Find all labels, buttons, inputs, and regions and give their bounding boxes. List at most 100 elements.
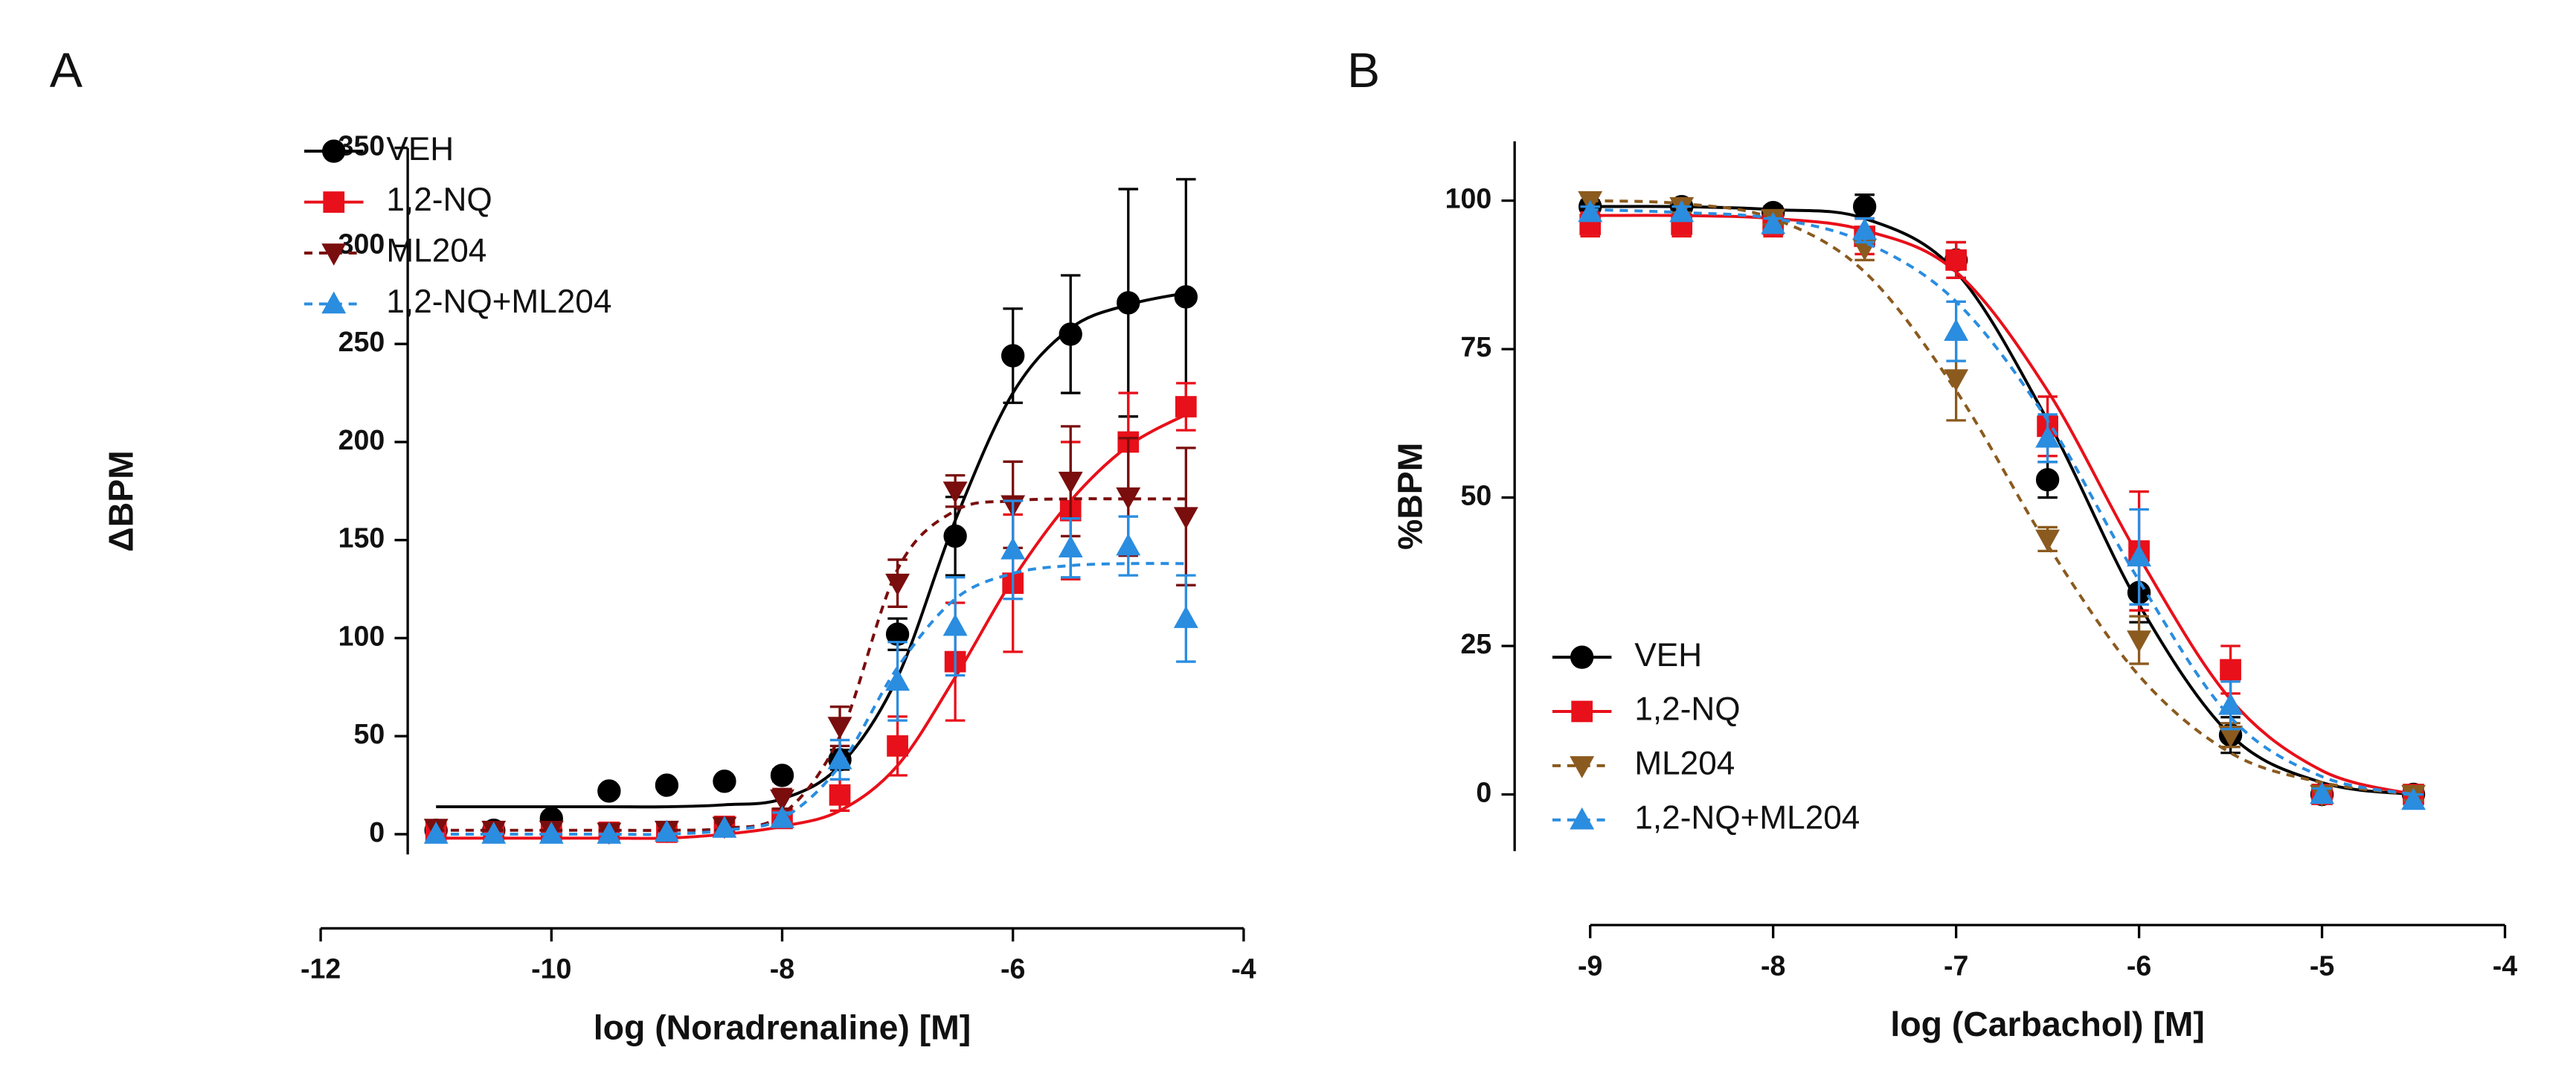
data-point [2035, 529, 2061, 552]
data-point [885, 573, 910, 596]
data-point [713, 770, 736, 793]
data-point [770, 764, 794, 787]
fit-curve [1590, 199, 2414, 796]
y-tick-label: 50 [353, 718, 385, 749]
y-tick-label: 0 [1476, 776, 1491, 807]
data-point [1117, 291, 1140, 315]
legend-marker [322, 139, 346, 163]
data-point [1761, 211, 1786, 234]
data-point [1944, 369, 1969, 391]
data-point [1944, 319, 1969, 341]
data-point [597, 822, 622, 844]
data-point [2401, 787, 2426, 810]
fit-curve [436, 497, 1186, 832]
data-point [887, 735, 908, 757]
legend-label: 1,2-NQ [1634, 691, 1740, 728]
data-point [1945, 249, 1967, 271]
data-point [1173, 606, 1198, 628]
data-point [1000, 537, 1026, 560]
data-point [827, 717, 852, 739]
data-point [1059, 322, 1082, 346]
y-tick-label: 100 [1445, 183, 1492, 214]
data-point [2220, 659, 2241, 681]
y-axis-title: ΔBPM [101, 450, 140, 551]
data-point [2035, 467, 2060, 492]
legend-label: VEH [1634, 637, 1702, 674]
legend-marker [1570, 756, 1595, 778]
y-tick-label: 150 [338, 522, 385, 554]
data-point [943, 524, 967, 548]
y-tick-label: 0 [369, 816, 385, 848]
data-point [1116, 487, 1141, 510]
x-tick-label: -9 [1578, 950, 1602, 981]
data-point [942, 481, 968, 504]
legend-label: ML204 [1634, 746, 1735, 782]
x-tick-label: -12 [301, 953, 341, 985]
data-point [1669, 199, 1695, 223]
y-tick-label: 25 [1461, 628, 1492, 659]
data-point [423, 822, 449, 844]
data-point [1001, 344, 1025, 368]
x-tick-label: -10 [531, 953, 571, 985]
x-tick-label: -8 [770, 953, 794, 985]
panel-label: A [50, 43, 83, 98]
legend-marker [1570, 645, 1594, 669]
legend-marker [1570, 807, 1595, 830]
data-point [1174, 285, 1198, 309]
legend-marker [1571, 700, 1593, 723]
legend-label: 1,2-NQ+ML204 [1634, 799, 1860, 836]
x-tick-label: -8 [1761, 950, 1785, 981]
fit-curve [1590, 208, 2414, 796]
x-axis-title: log (Carbachol) [M] [1890, 1005, 2204, 1043]
data-point [2310, 781, 2334, 804]
data-point [1852, 217, 1878, 240]
data-point [885, 668, 910, 691]
y-tick-label: 200 [338, 424, 385, 455]
data-point [1175, 396, 1197, 417]
data-point [2127, 544, 2152, 567]
legend-marker [321, 291, 347, 314]
x-tick-label: -7 [1944, 950, 1968, 981]
y-tick-label: 100 [338, 620, 385, 651]
data-point [712, 816, 737, 838]
data-point [1058, 471, 1083, 494]
data-point [481, 822, 507, 844]
x-tick-label: -6 [1000, 953, 1025, 985]
y-tick-label: 50 [1461, 479, 1492, 511]
x-tick-label: -5 [2310, 950, 2334, 981]
legend-marker [323, 191, 345, 213]
y-tick-label: 350 [338, 130, 385, 161]
x-tick-label: -4 [2493, 950, 2517, 981]
x-tick-label: -6 [2127, 950, 2151, 981]
data-point [2127, 630, 2152, 653]
data-point [655, 773, 679, 797]
data-point [539, 822, 564, 844]
data-point [2218, 692, 2243, 715]
data-point [827, 746, 852, 770]
legend-marker [321, 243, 347, 266]
data-point [1578, 199, 1603, 223]
y-tick-label: 250 [338, 326, 385, 357]
fit-curve [1590, 205, 2414, 796]
legend-label: 1,2-NQ+ML204 [386, 284, 611, 320]
legend-label: VEH [386, 131, 454, 167]
x-tick-label: -4 [1231, 953, 1256, 985]
data-point [1173, 507, 1198, 529]
legend-label: 1,2-NQ [386, 182, 492, 218]
data-point [770, 806, 794, 828]
data-point [654, 819, 679, 842]
data-point [770, 789, 794, 812]
y-tick-label: 75 [1461, 331, 1492, 362]
data-point [829, 784, 851, 806]
data-point [2035, 425, 2061, 448]
y-axis-title: %BPM [1391, 443, 1430, 550]
data-point [1058, 535, 1083, 558]
panel-label: B [1347, 43, 1380, 98]
data-point [1852, 194, 1877, 219]
data-point [597, 779, 621, 803]
legend-label: ML204 [386, 233, 486, 269]
fit-curve [1590, 214, 2415, 796]
fit-curve [436, 562, 1186, 836]
